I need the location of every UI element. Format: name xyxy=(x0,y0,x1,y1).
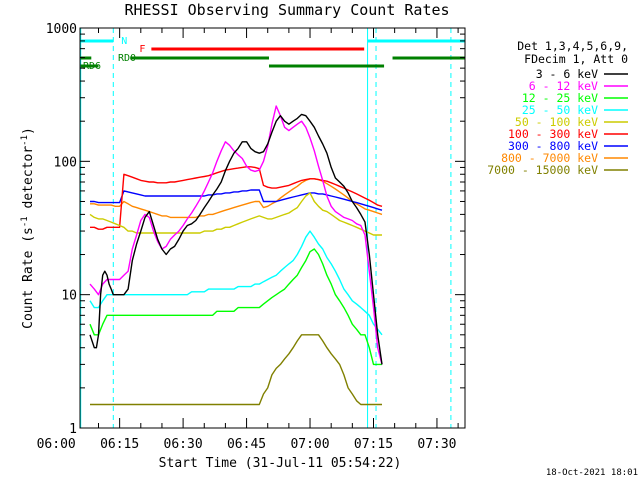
footer-date: 18-Oct-2021 18:01 xyxy=(546,468,638,478)
series-lines xyxy=(89,105,383,406)
y-tick-label: 1 xyxy=(69,422,77,437)
series-line-800-7000-kev xyxy=(90,178,383,219)
legend-label-100-300-kev: 100 - 300 keV xyxy=(508,127,598,141)
chart-title: RHESSI Observing Summary Count Rates xyxy=(124,1,449,19)
x-tick-label: 07:15 xyxy=(354,437,393,452)
legend-label-300-800-kev: 300 - 800 keV xyxy=(508,139,598,153)
legend-header-line-2: FDecim 1, Att 0 xyxy=(524,52,628,66)
y-label-part-2: detector xyxy=(21,146,36,217)
status-label-n: N xyxy=(121,36,127,47)
series-line-50-100-kev xyxy=(89,192,382,236)
x-tick-label: 06:00 xyxy=(37,437,76,452)
series-line-3-6-kev xyxy=(89,113,383,365)
legend-label-3-6-kev: 3 - 6 keV xyxy=(536,67,598,81)
y-label-sup-1: -1 xyxy=(20,216,30,227)
status-label-f: F xyxy=(139,44,145,55)
x-tick-label: 06:45 xyxy=(227,437,266,452)
y-tick-label: 10 xyxy=(61,289,77,304)
legend-label-12-25-kev: 12 - 25 keV xyxy=(522,91,598,105)
x-tick-label: 06:15 xyxy=(100,437,139,452)
series-line-25-50-kev xyxy=(89,230,383,336)
status-label-rd0: RD0 xyxy=(118,53,136,64)
y-label-sup-2: -1 xyxy=(20,135,30,146)
x-axis: 06:00 06:15 06:30 06:45 07:00 07:15 07:30 xyxy=(37,28,459,452)
x-tick-label: 07:30 xyxy=(417,437,456,452)
status-label-rd6: RD6 xyxy=(83,61,101,72)
x-tick-label: 07:00 xyxy=(290,437,329,452)
plot-frame xyxy=(79,27,466,429)
y-tick-label: 1000 xyxy=(46,22,77,37)
legend-label-6-12-kev: 6 - 12 keV xyxy=(529,79,598,93)
x-axis-label: Start Time (31-Jul-11 05:54:22) xyxy=(159,456,402,471)
series-line-300-800-kev xyxy=(90,189,383,211)
legend-header-line-1: Det 1,3,4,5,6,9, xyxy=(517,39,628,53)
y-tick-label: 100 xyxy=(54,155,77,170)
legend-label-800-7000-kev: 800 - 7000 keV xyxy=(501,151,598,165)
y-axis-label: Count Rate (s-1 detector-1) xyxy=(20,127,36,329)
series-line-7000-15000-kev xyxy=(90,334,382,406)
legend: Det 1,3,4,5,6,9, FDecim 1, Att 0 3 - 6 k… xyxy=(487,39,628,177)
x-tick-label: 06:30 xyxy=(164,437,203,452)
y-axis: 1 10 100 1000 xyxy=(46,22,465,437)
legend-label-7000-15000-kev: 7000 - 15000 keV xyxy=(487,163,598,177)
legend-label-25-50-kev: 25 - 50 keV xyxy=(522,103,598,117)
series-line-6-12-kev xyxy=(89,105,383,365)
series-line-100-300-kev xyxy=(90,166,383,230)
legend-label-50-100-kev: 50 - 100 keV xyxy=(515,115,598,129)
series-line-12-25-kev xyxy=(89,248,382,366)
y-label-part-3: ) xyxy=(21,127,36,135)
y-label-part-1: Count Rate (s xyxy=(21,227,36,329)
